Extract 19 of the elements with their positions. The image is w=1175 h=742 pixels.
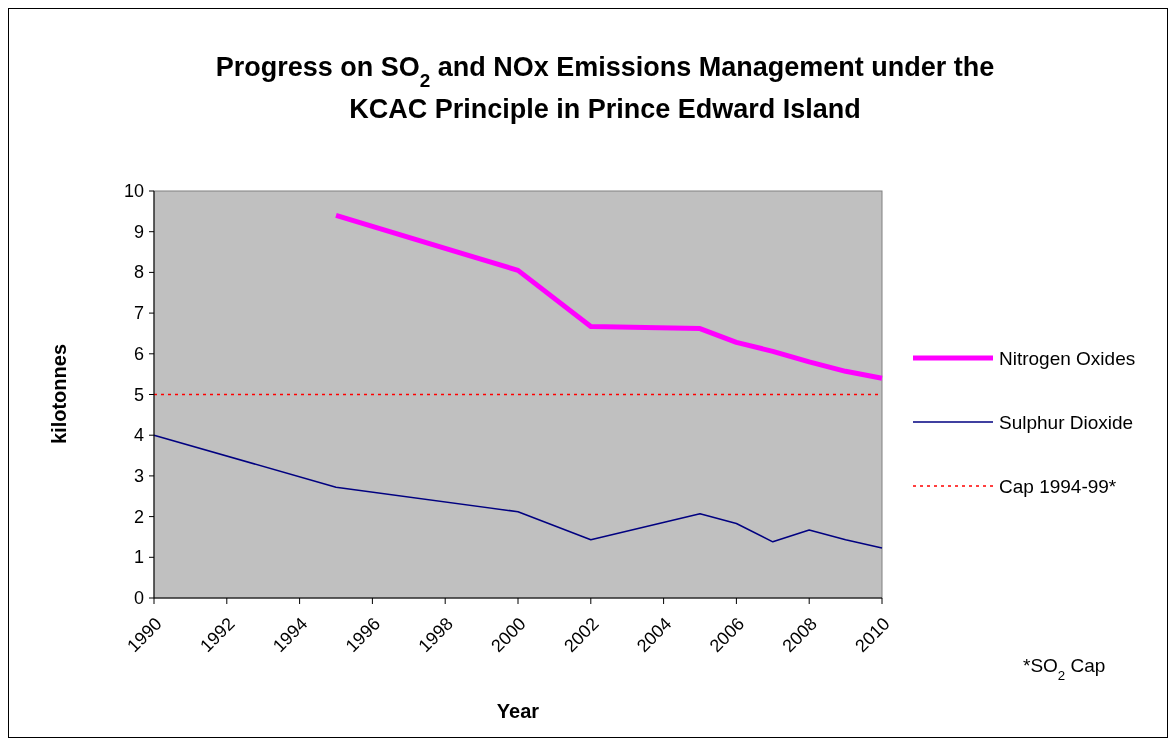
y-tick-label: 4: [133, 425, 144, 446]
y-tick-label: 3: [133, 465, 144, 486]
y-tick-label: 2: [133, 506, 144, 527]
legend-label: Sulphur Dioxide: [999, 412, 1134, 433]
chart-title: Progress on SO$_{2}$ and NOx Emissions Management under the KCAC Principle in Prince Edward Island: [215, 52, 995, 124]
text: *SO$_{2}$ Cap: [1023, 655, 1106, 683]
legend-label: Nitrogen Oxides: [999, 348, 1136, 369]
x-axis-title: Year: [496, 700, 540, 722]
y-tick-label: 8: [133, 262, 144, 283]
y-tick-label: 6: [133, 343, 144, 364]
y-tick-label: 10: [123, 181, 144, 201]
line-series: [153, 434, 883, 549]
y-tick-label: 5: [133, 384, 144, 405]
y-tick-label: 0: [133, 588, 144, 608]
y-tick-label: 1: [133, 547, 144, 568]
y-axis-title: kilotonnes: [48, 343, 70, 445]
y-tick-label: 7: [133, 303, 144, 324]
legend-label: Cap 1994-99*: [999, 476, 1117, 497]
y-tick-label: 9: [133, 221, 144, 242]
